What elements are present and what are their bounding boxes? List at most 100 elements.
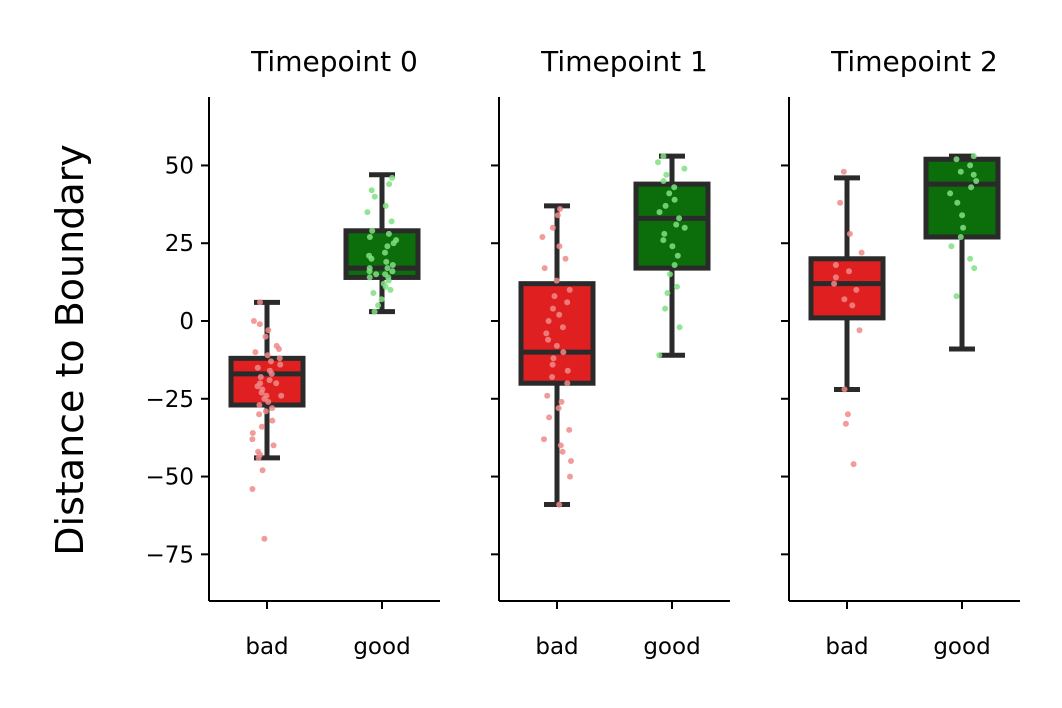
- data-point: [664, 290, 671, 296]
- data-point: [554, 212, 561, 219]
- data-point: [559, 324, 566, 331]
- data-point: [560, 349, 567, 356]
- data-point: [262, 408, 269, 415]
- data-point: [389, 262, 396, 268]
- data-point: [660, 153, 667, 160]
- data-point: [269, 417, 276, 424]
- data-point: [541, 265, 548, 272]
- data-point: [970, 153, 977, 160]
- data-point: [373, 271, 380, 278]
- data-point: [256, 321, 263, 328]
- data-point: [549, 361, 556, 368]
- data-point: [546, 414, 553, 421]
- data-point: [259, 386, 266, 393]
- data-point: [948, 243, 955, 250]
- data-point: [671, 196, 678, 203]
- data-point: [566, 286, 573, 293]
- data-point: [266, 377, 273, 384]
- data-point: [249, 486, 256, 492]
- data-point: [545, 336, 552, 343]
- data-point: [841, 296, 848, 303]
- data-point: [968, 184, 975, 191]
- x-tick-label: bad: [535, 634, 578, 660]
- y-tick-label: −25: [145, 387, 194, 413]
- data-point: [277, 361, 284, 368]
- data-point: [252, 349, 259, 356]
- y-tick-label: 25: [165, 231, 194, 257]
- data-point: [389, 174, 396, 181]
- data-point: [557, 442, 564, 449]
- data-point: [957, 168, 964, 175]
- data-point: [841, 386, 848, 393]
- y-tick-label: 0: [179, 309, 194, 335]
- data-point: [559, 448, 566, 455]
- data-point: [261, 535, 268, 542]
- data-point: [366, 252, 373, 259]
- y-tick-label: −75: [145, 542, 194, 568]
- data-point: [656, 209, 663, 216]
- data-point: [368, 187, 375, 194]
- data-point: [255, 448, 262, 455]
- data-point: [382, 249, 388, 256]
- data-point: [957, 234, 964, 240]
- data-point: [673, 221, 680, 228]
- data-point: [250, 318, 257, 324]
- data-point: [375, 302, 382, 309]
- data-point: [387, 286, 394, 293]
- data-point: [967, 162, 974, 169]
- panel-1: Timepoint 1 bad good: [491, 45, 730, 660]
- x-tick-label: bad: [245, 634, 288, 660]
- data-point: [832, 274, 839, 281]
- data-point: [553, 277, 560, 284]
- data-point: [676, 215, 683, 222]
- data-point: [568, 458, 574, 464]
- data-point: [551, 293, 558, 300]
- data-point: [662, 202, 669, 209]
- data-point: [566, 426, 573, 433]
- data-point: [681, 165, 688, 172]
- data-point: [558, 398, 565, 405]
- panel-title: Timepoint 2: [830, 45, 998, 78]
- x-tick-label: good: [353, 634, 410, 660]
- data-point: [269, 405, 276, 412]
- data-point: [258, 423, 265, 430]
- data-point: [383, 258, 390, 265]
- data-point: [553, 342, 560, 349]
- data-point: [656, 352, 663, 359]
- data-point: [382, 271, 389, 278]
- data-point: [254, 364, 261, 371]
- data-point: [543, 330, 550, 337]
- data-point: [846, 268, 852, 275]
- box-bad: [808, 256, 886, 321]
- data-point: [564, 299, 571, 306]
- data-point: [840, 168, 847, 175]
- data-point: [539, 234, 546, 240]
- data-point: [960, 224, 967, 231]
- data-point: [567, 473, 573, 480]
- data-point: [556, 243, 563, 250]
- data-point: [947, 190, 954, 197]
- data-point: [973, 178, 980, 184]
- panel-title: Timepoint 1: [540, 45, 708, 78]
- data-point: [270, 442, 277, 449]
- data-point: [667, 271, 673, 278]
- box-bad: [518, 281, 596, 386]
- data-point: [541, 436, 547, 443]
- data-point: [953, 156, 960, 163]
- data-point: [545, 318, 552, 324]
- data-point: [556, 501, 563, 508]
- data-point: [265, 327, 272, 334]
- data-point: [669, 243, 676, 250]
- data-point: [661, 230, 668, 237]
- data-point: [954, 199, 961, 206]
- data-point: [850, 461, 857, 468]
- data-point: [846, 230, 853, 237]
- data-point: [370, 290, 377, 296]
- data-point: [562, 255, 569, 262]
- data-point: [837, 199, 844, 206]
- data-point: [681, 224, 688, 231]
- data-point: [382, 202, 389, 209]
- data-point: [384, 243, 391, 250]
- box-good: [633, 181, 711, 271]
